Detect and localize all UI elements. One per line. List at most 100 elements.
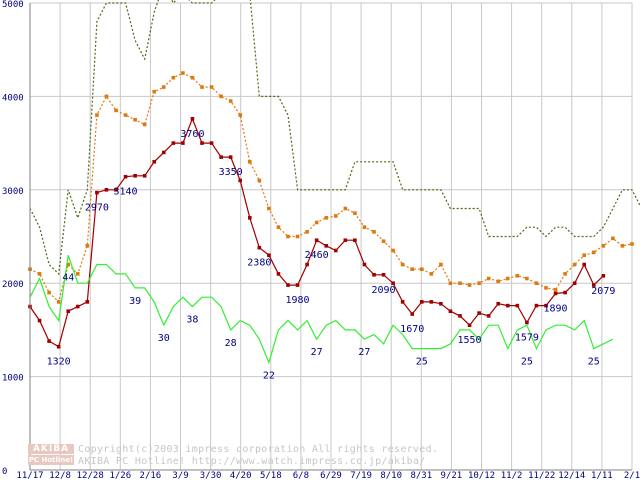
data-point <box>142 173 147 178</box>
data-point <box>75 304 80 309</box>
x-tick-label: 10/12 <box>468 471 495 480</box>
data-point <box>544 286 548 290</box>
site-url-line: AKIBA PC Hotline! http://www.watch.impre… <box>78 456 426 467</box>
x-tick-label: 11/2 <box>501 471 523 480</box>
data-point <box>419 300 424 304</box>
data-point <box>305 230 309 234</box>
chart-annotations: 1320 44 2970 3140 39 30 3760 38 3350 28 2380 22 1980… <box>47 129 616 382</box>
data-point <box>362 262 367 267</box>
data-point <box>505 303 510 308</box>
akiba-logo: AKIBA PC Hotline! <box>28 444 74 466</box>
data-point <box>133 117 137 122</box>
data-point <box>553 287 558 292</box>
data-point <box>200 141 204 145</box>
data-label: 3350 <box>219 167 243 178</box>
data-point <box>152 89 157 94</box>
series-count-line <box>29 255 614 365</box>
data-point <box>238 113 243 117</box>
copyright-line: Copyright(c)2003 impress corporation All… <box>78 444 439 455</box>
data-point <box>505 276 510 281</box>
data-point <box>372 272 376 277</box>
data-label: 1320 <box>47 357 71 368</box>
data-point <box>429 272 434 276</box>
data-point <box>95 113 99 117</box>
data-point <box>467 323 472 328</box>
data-label: 22 <box>263 371 275 382</box>
data-label: 1890 <box>544 303 568 314</box>
data-point <box>439 262 443 267</box>
data-point <box>477 311 481 315</box>
data-point <box>534 303 539 308</box>
data-label: 25 <box>521 357 533 368</box>
x-tick-label: 4/20 <box>230 471 252 480</box>
logo-top-text: AKIBA <box>28 444 74 454</box>
data-point <box>133 173 137 178</box>
data-point <box>66 309 71 314</box>
data-point <box>37 272 42 276</box>
x-tick-label: 1/11 <box>591 471 613 480</box>
data-point <box>85 244 90 248</box>
data-point <box>333 248 338 253</box>
data-point <box>601 244 606 248</box>
data-point <box>496 301 501 306</box>
data-point <box>458 281 462 285</box>
data-point <box>56 344 61 349</box>
x-tick-label: 7/19 <box>350 471 372 480</box>
data-point <box>572 262 577 267</box>
data-label: 2380 <box>247 258 271 269</box>
data-point <box>372 230 376 234</box>
data-point <box>181 141 185 145</box>
data-point <box>410 312 415 316</box>
data-label: 1670 <box>400 324 424 335</box>
data-label: 2460 <box>305 250 329 261</box>
x-tick-label: 5/18 <box>260 471 282 480</box>
series-mid-line <box>29 72 633 304</box>
data-point <box>267 206 271 211</box>
data-point <box>228 99 233 103</box>
data-label: 3760 <box>180 129 204 140</box>
data-point <box>171 141 176 145</box>
x-tick-label: 2/16 <box>140 471 162 480</box>
data-point <box>467 283 472 287</box>
data-point <box>515 303 520 308</box>
data-point <box>591 283 596 287</box>
data-point <box>56 300 61 304</box>
y-tick-label: 0 <box>2 467 7 477</box>
data-point <box>114 188 118 192</box>
data-point <box>114 108 118 113</box>
data-point <box>439 301 443 306</box>
data-label: 39 <box>129 296 141 307</box>
data-point <box>276 272 281 276</box>
data-point <box>620 244 625 248</box>
y-tick-label: 4000 <box>2 93 24 103</box>
data-point <box>286 234 290 239</box>
data-label: 1980 <box>286 295 310 306</box>
data-point <box>123 174 128 179</box>
y-tick-label: 1000 <box>2 374 24 384</box>
data-point <box>601 274 606 278</box>
x-tick-label: 12/8 <box>49 471 71 480</box>
data-point <box>486 314 491 318</box>
data-point <box>123 113 128 117</box>
data-point <box>515 273 520 278</box>
y-tick-label: 5000 <box>2 0 24 10</box>
data-point <box>391 248 395 253</box>
data-point <box>429 300 434 304</box>
x-tick-label: 2/1 <box>624 471 640 480</box>
data-point <box>295 283 300 287</box>
data-point <box>104 188 109 192</box>
data-point <box>563 290 567 295</box>
data-label: 30 <box>158 333 170 344</box>
y-tick-label: 2000 <box>2 280 24 290</box>
data-point <box>190 117 195 121</box>
data-point <box>572 281 577 285</box>
data-point <box>343 206 348 211</box>
x-tick-label: 12/14 <box>558 471 585 480</box>
data-point <box>314 220 319 225</box>
data-point <box>314 238 319 243</box>
x-tick-label: 8/10 <box>380 471 402 480</box>
data-point <box>419 267 424 271</box>
data-label: 27 <box>358 347 370 358</box>
data-point <box>582 262 587 267</box>
